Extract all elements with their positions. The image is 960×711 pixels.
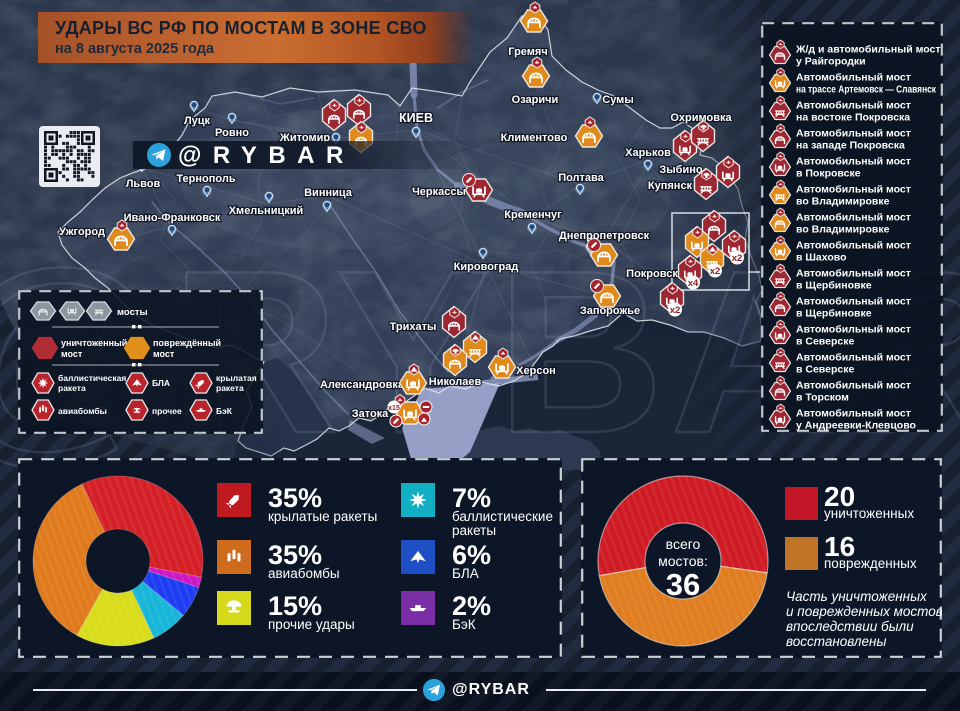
svg-text:Кировоград: Кировоград	[454, 261, 519, 273]
svg-text:во Владимировке: во Владимировке	[796, 196, 890, 208]
svg-text:во Владимировке: во Владимировке	[796, 224, 890, 236]
svg-text:баллистические: баллистические	[452, 509, 553, 524]
svg-text:всего: всего	[666, 536, 701, 552]
svg-text:Днепропетровск: Днепропетровск	[559, 230, 650, 242]
svg-text:в Щербиновке: в Щербиновке	[796, 280, 872, 292]
svg-text:Харьков: Харьков	[625, 147, 671, 159]
svg-text:Затока: Затока	[352, 408, 389, 420]
svg-text:Автомобильный мост: Автомобильный мост	[796, 100, 911, 112]
svg-text:Черкассы: Черкассы	[412, 186, 466, 198]
svg-text:Автомобильный мост: Автомобильный мост	[796, 380, 911, 392]
svg-text:Климентово: Климентово	[501, 132, 568, 144]
svg-text:прочие удары: прочие удары	[268, 617, 355, 632]
svg-text:Покровск: Покровск	[626, 268, 678, 280]
svg-text:ракета: ракета	[216, 383, 244, 393]
svg-text:Александровка: Александровка	[320, 379, 405, 391]
svg-text:Хмельницкий: Хмельницкий	[229, 205, 304, 217]
svg-text:Сумы: Сумы	[602, 94, 633, 106]
svg-text:35%: 35%	[268, 483, 322, 513]
svg-text:Автомобильный мост: Автомобильный мост	[796, 156, 911, 168]
svg-text:в Покровске: в Покровске	[796, 168, 861, 180]
svg-text:Львов: Львов	[126, 178, 161, 190]
svg-text:в Торском: в Торском	[796, 392, 849, 404]
svg-text:на востоке Покровска: на востоке Покровска	[796, 112, 910, 124]
svg-text:7%: 7%	[452, 483, 491, 513]
svg-text:36: 36	[666, 567, 700, 602]
svg-text:x2: x2	[670, 305, 681, 316]
svg-text:Часть уничтоженных: Часть уничтоженных	[786, 589, 928, 604]
svg-text:мост: мост	[61, 349, 83, 359]
svg-text:мосты: мосты	[117, 307, 148, 318]
svg-text:x4: x4	[688, 278, 699, 289]
svg-text:на трассе Артемовск — Славянск: на трассе Артемовск — Славянск	[796, 84, 937, 96]
svg-text:у Андреевки-Клевцово: у Андреевки-Клевцово	[796, 420, 916, 432]
svg-text:Ивано-Франковск: Ивано-Франковск	[124, 212, 221, 224]
svg-text:уничтоженных: уничтоженных	[824, 506, 914, 521]
svg-text:БэК: БэК	[452, 617, 476, 632]
svg-text:БЛА: БЛА	[152, 378, 170, 388]
svg-text:Тернополь: Тернополь	[176, 173, 235, 185]
svg-text:Автомобильный мост: Автомобильный мост	[796, 296, 911, 308]
svg-text:16: 16	[824, 531, 855, 562]
svg-text:Автомобильный мост: Автомобильный мост	[796, 324, 911, 336]
svg-text:ракета: ракета	[58, 383, 86, 393]
svg-text:у Райгородки: у Райгородки	[796, 56, 866, 68]
svg-text:Полтава: Полтава	[558, 172, 604, 184]
svg-text:в Северске: в Северске	[796, 364, 854, 376]
svg-text:Гремяч: Гремяч	[508, 46, 547, 58]
svg-text:Автомобильный мост: Автомобильный мост	[796, 352, 911, 364]
svg-text:в Северске: в Северске	[796, 336, 854, 348]
svg-text:поврежденных: поврежденных	[824, 556, 917, 571]
svg-text:Ужгород: Ужгород	[59, 226, 105, 238]
svg-text:мост: мост	[153, 349, 175, 359]
svg-text:КИЕВ: КИЕВ	[399, 111, 433, 125]
svg-text:Автомобильный мост: Автомобильный мост	[796, 408, 911, 420]
svg-text:15%: 15%	[268, 591, 322, 621]
svg-text:Автомобильный мост: Автомобильный мост	[796, 240, 911, 252]
svg-text:Николаев: Николаев	[429, 376, 482, 388]
svg-text:ракеты: ракеты	[452, 523, 496, 538]
svg-text:x2: x2	[732, 253, 743, 264]
svg-text:на западе Покровска: на западе Покровска	[796, 140, 905, 152]
svg-text:Автомобильный мост: Автомобильный мост	[796, 128, 911, 140]
svg-text:Зыбино: Зыбино	[659, 164, 702, 176]
svg-text:Автомобильный мост: Автомобильный мост	[796, 184, 911, 196]
svg-text:мостов:: мостов:	[658, 553, 708, 569]
svg-text:БЛА: БЛА	[452, 566, 479, 581]
svg-text:уничтоженный: уничтоженный	[61, 338, 127, 348]
svg-text:впоследствии были: впоследствии были	[786, 619, 914, 634]
svg-text:восстановлены: восстановлены	[786, 634, 886, 649]
svg-text:Трихаты: Трихаты	[390, 321, 437, 333]
svg-text:6%: 6%	[452, 540, 491, 570]
svg-text:крылатые ракеты: крылатые ракеты	[268, 509, 377, 524]
svg-text:x15: x15	[388, 405, 400, 412]
svg-text:Винница: Винница	[304, 187, 353, 199]
svg-text:Купянск: Купянск	[648, 180, 693, 192]
svg-text:Ровно: Ровно	[215, 127, 249, 139]
svg-text:Озаричи: Озаричи	[512, 94, 559, 106]
svg-text:Запорожье: Запорожье	[580, 305, 640, 317]
svg-text:Автомобильный мост: Автомобильный мост	[796, 268, 911, 280]
svg-text:Автомобильный мост: Автомобильный мост	[796, 72, 911, 84]
svg-text:2%: 2%	[452, 591, 491, 621]
svg-text:Автомобильный мост: Автомобильный мост	[796, 212, 911, 224]
svg-text:повреждённый: повреждённый	[153, 338, 221, 348]
svg-text:Ж/д и автомобильный мост: Ж/д и автомобильный мост	[795, 44, 940, 56]
svg-text:баллистическая: баллистическая	[58, 373, 126, 383]
svg-text:авиабомбы: авиабомбы	[268, 566, 340, 581]
svg-text:авиабомбы: авиабомбы	[58, 406, 107, 416]
svg-text:35%: 35%	[268, 540, 322, 570]
svg-text:крылатая: крылатая	[216, 373, 257, 383]
svg-text:в Щербиновке: в Щербиновке	[796, 308, 872, 320]
svg-text:Кременчуг: Кременчуг	[504, 209, 562, 221]
svg-text:x2: x2	[710, 266, 721, 277]
svg-text:прочее: прочее	[152, 406, 182, 416]
svg-text:Херсон: Херсон	[516, 365, 556, 377]
svg-text:Луцк: Луцк	[184, 115, 211, 127]
svg-text:Охримовка: Охримовка	[670, 112, 732, 124]
svg-text:в Шахово: в Шахово	[796, 252, 847, 264]
svg-text:БэК: БэК	[216, 406, 233, 416]
svg-text:20: 20	[824, 481, 855, 512]
svg-text:и поврежденных мостов: и поврежденных мостов	[786, 604, 942, 619]
